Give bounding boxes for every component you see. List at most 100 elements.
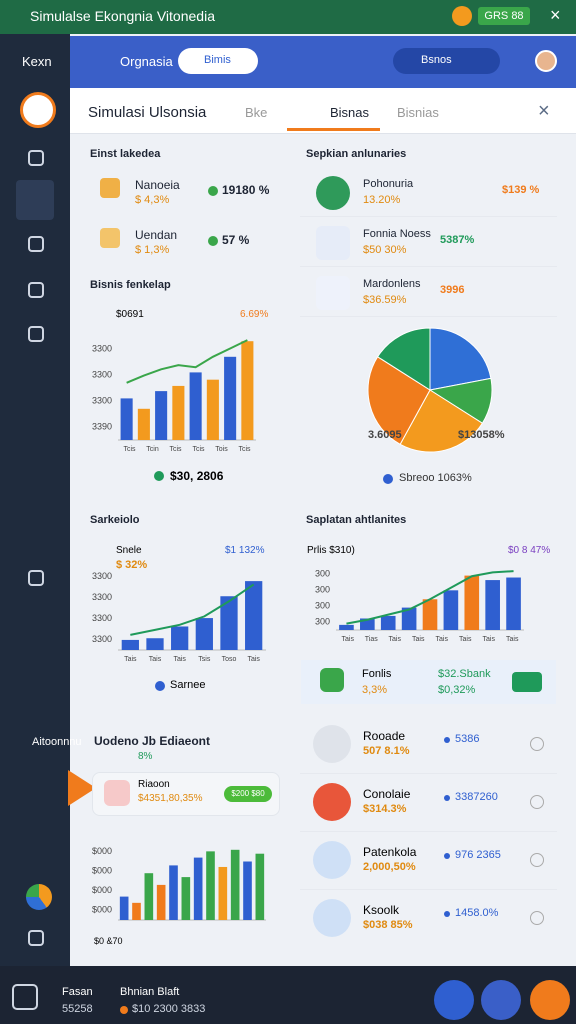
tab-close[interactable]: × — [538, 100, 550, 122]
icon[interactable] — [481, 980, 521, 1020]
y-tick-label: $000 — [92, 905, 112, 915]
tab[interactable]: Bisnas — [330, 105, 370, 120]
y-tick-label: 3300 — [92, 369, 112, 379]
radio[interactable] — [530, 911, 544, 925]
icon — [104, 780, 130, 806]
pie-slice — [399, 389, 484, 453]
x-tick-label: Tsis — [198, 656, 211, 663]
nav-icon[interactable] — [28, 570, 44, 586]
y-tick-label: 3300 — [92, 634, 112, 644]
y-tick-label: 3300 — [92, 613, 112, 623]
nav-icon[interactable] — [16, 180, 54, 220]
icon — [155, 681, 165, 691]
search-text: Orgnasia — [120, 54, 173, 69]
nav-icon[interactable] — [28, 326, 44, 342]
icon — [100, 228, 120, 248]
icon[interactable] — [26, 884, 52, 910]
x-tick-label: Tais — [389, 636, 402, 643]
bar — [171, 626, 189, 650]
y-tick-label: $000 — [92, 846, 112, 856]
chart-footer: Sarnee — [170, 679, 206, 691]
list-name: Ksoolk — [363, 903, 400, 917]
bar — [506, 577, 521, 630]
trend-line — [346, 570, 514, 625]
row-value: 5387% — [440, 234, 475, 246]
radio[interactable] — [530, 795, 544, 809]
bar — [230, 849, 240, 920]
x-tick-label: Tcis — [238, 446, 251, 453]
item-name: Riaoon — [138, 779, 170, 790]
row-value: 19180 % — [222, 183, 270, 197]
icon — [154, 471, 164, 481]
bar — [422, 599, 438, 630]
y-tick-label: 300 — [315, 616, 330, 626]
bar — [156, 884, 166, 920]
pie-slice — [429, 327, 492, 391]
chart-tag: $0 8 47% — [508, 545, 551, 556]
icon — [313, 841, 351, 879]
pie-slice — [367, 356, 431, 446]
radio[interactable] — [530, 737, 544, 751]
stat-button[interactable] — [512, 672, 542, 692]
chart: 3390 3300 3300 3300 Tcis Tcin Tcis Tcis Tois Tcis — [92, 339, 256, 453]
row-name: Pohonuria — [363, 178, 414, 190]
chart: $000 $000 $000 $000 — [92, 846, 266, 921]
list-sub: 2,000,50% — [363, 861, 416, 873]
icon[interactable] — [20, 92, 56, 128]
tab-title: Simulasi Ulsonsia — [88, 104, 207, 121]
x-tick-label: Tcin — [146, 446, 159, 453]
list-name: Patenkola — [363, 845, 417, 859]
icon — [313, 725, 351, 763]
tab-active-line — [287, 128, 380, 131]
trend-line — [130, 583, 255, 636]
bar — [485, 580, 500, 630]
radio[interactable] — [530, 853, 544, 867]
header-pill[interactable]: Bsnos — [393, 48, 500, 74]
icon[interactable] — [434, 980, 474, 1020]
nav-icon[interactable] — [28, 282, 44, 298]
close-icon[interactable]: × — [550, 5, 561, 25]
icon — [320, 668, 344, 692]
list-value: 976 2365 — [455, 849, 501, 861]
item-button[interactable]: $200 $80 — [224, 786, 272, 802]
chart-label: Snele — [116, 545, 142, 556]
list-value: 3387260 — [455, 791, 498, 803]
status-title: Simulalse Ekongnia Vitonedia — [30, 8, 215, 24]
bar — [155, 391, 168, 440]
chart-label: $0691 — [116, 309, 144, 320]
sidebar-label: Aitoonnnu — [32, 736, 82, 748]
tab[interactable]: Bisnias — [397, 105, 439, 120]
icon — [208, 236, 218, 246]
chart-label: Prlis $310) — [307, 545, 355, 556]
stat-value: $0,32% — [438, 684, 476, 696]
list-value: 5386 — [455, 733, 480, 745]
divider — [300, 889, 557, 890]
icon[interactable] — [530, 980, 570, 1020]
icon — [313, 899, 351, 937]
x-tick-label: Tcis — [192, 446, 205, 453]
footer-name: Fasan — [62, 986, 93, 998]
x-tick-label: Tais — [483, 636, 496, 643]
nav-icon[interactable] — [28, 930, 44, 946]
row-name: Nanoeia — [135, 178, 180, 192]
y-tick-label: 3300 — [92, 343, 112, 353]
footer-icon[interactable] — [12, 984, 38, 1010]
bar — [401, 607, 417, 630]
icon[interactable] — [535, 50, 557, 72]
nav-icon[interactable] — [28, 150, 44, 166]
x-tick-label: Tais — [149, 656, 162, 663]
x-tick-label: Tais — [459, 636, 472, 643]
pie-legend: Sbreoo 1063% — [399, 472, 472, 484]
x-tick-label: Tais — [412, 636, 425, 643]
nav-icon[interactable] — [28, 236, 44, 252]
pie-label: $13058% — [458, 429, 505, 441]
footer-sub: 55258 — [62, 1003, 93, 1015]
search-chip[interactable]: Bimis — [178, 48, 258, 74]
y-tick-label: 3300 — [92, 571, 112, 581]
bar — [360, 618, 375, 630]
bar — [195, 618, 213, 650]
bar — [119, 896, 129, 920]
row-sub: $ 4,3% — [135, 194, 170, 206]
tab[interactable]: Bke — [245, 105, 268, 120]
